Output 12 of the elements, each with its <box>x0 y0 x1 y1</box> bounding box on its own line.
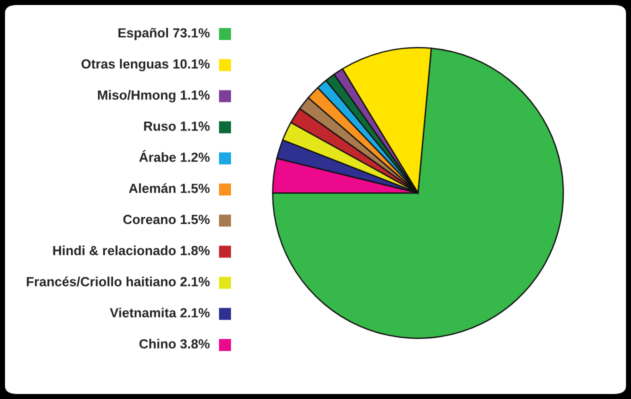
legend-label: Francés/Criollo haitiano 2.1% <box>26 276 210 286</box>
legend-label: Vietnamita 2.1% <box>110 308 210 318</box>
legend-label: Alemán 1.5% <box>128 183 210 194</box>
legend-label: Ruso 1.1% <box>144 122 210 131</box>
legend-label: Árabe 1.2% <box>139 150 210 162</box>
pie-slice <box>272 48 564 339</box>
legend-label: Chino 3.8% <box>139 338 210 349</box>
legend-label: Miso/Hmong 1.1% <box>98 90 210 102</box>
legend-label: Otras lenguas 10.1% <box>81 58 210 72</box>
legend-label: Español 73.1% <box>118 28 210 40</box>
legend-label: Coreano 1.5% <box>123 214 210 224</box>
legend-label: Hindi & relacionado 1.8% <box>53 246 210 256</box>
